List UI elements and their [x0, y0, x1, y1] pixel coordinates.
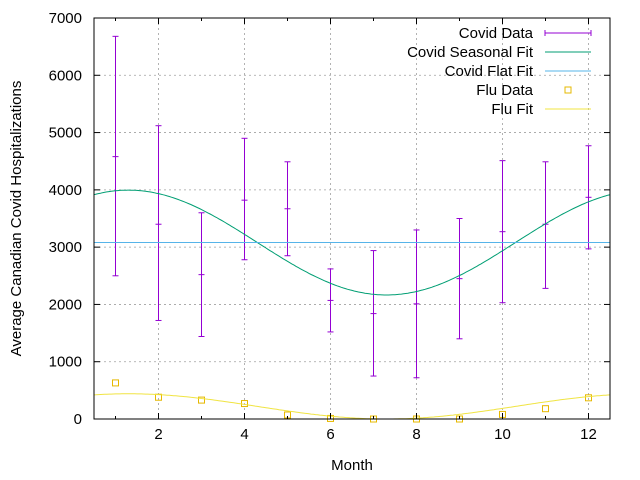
y-tick-label: 5000: [49, 125, 82, 142]
legend-label: Flu Data: [476, 82, 533, 99]
flu-data-point: [112, 379, 119, 387]
y-tick-label: 1000: [49, 354, 82, 371]
x-tick-label: 10: [494, 426, 511, 443]
legend-swatch: [564, 86, 572, 94]
x-tick-label: 8: [412, 426, 420, 443]
covid-data-point: [327, 268, 334, 333]
flu-data-point: [585, 394, 592, 402]
flu-data-point: [542, 405, 549, 413]
legend: Covid Data Covid Seasonal Fit Covid Flat F…: [407, 25, 592, 118]
plot-series: [93, 35, 611, 423]
covid-data-point: [155, 125, 162, 321]
legend-item: Covid Data: [459, 25, 592, 42]
plot-frame: [93, 17, 611, 420]
flu-data-point: [198, 396, 205, 404]
legend-label: Flu Fit: [491, 101, 534, 118]
x-tick-label: 2: [154, 426, 162, 443]
covid-data-point: [456, 218, 463, 340]
legend-item: Covid Seasonal Fit: [407, 44, 591, 61]
x-tick-label: 12: [580, 426, 597, 443]
covid-data-point: [499, 160, 506, 304]
covid-data-point: [241, 137, 248, 261]
legend-label: Covid Flat Fit: [445, 63, 534, 80]
flu-fit-curve: [93, 393, 611, 420]
legend-label: Covid Data: [459, 25, 534, 42]
y-tick-label: 2000: [49, 296, 82, 313]
legend-item: Covid Flat Fit: [445, 63, 591, 80]
x-tick-label: 6: [326, 426, 334, 443]
covid-seasonal-fit-curve: [93, 189, 611, 296]
legend-item: Flu Fit: [491, 101, 591, 118]
y-tick-label: 6000: [49, 67, 82, 84]
x-axis-title: Month: [331, 457, 373, 474]
covid-data-point: [284, 161, 291, 257]
covid-data-point: [585, 145, 592, 250]
y-tick-label: 3000: [49, 239, 82, 256]
y-axis-title: Average Canadian Covid Hospitalizations: [8, 81, 25, 357]
covid-data-point: [112, 35, 119, 277]
y-tick-label: 4000: [49, 182, 82, 199]
legend-label: Covid Seasonal Fit: [407, 44, 534, 61]
legend-item: Flu Data: [476, 82, 572, 99]
y-tick-label: 0: [74, 411, 82, 428]
covid-data-point: [413, 229, 420, 379]
covid-data-point: [370, 250, 377, 377]
x-tick-label: 4: [240, 426, 248, 443]
y-tick-label: 7000: [49, 10, 82, 27]
covid-data-point: [198, 212, 205, 338]
